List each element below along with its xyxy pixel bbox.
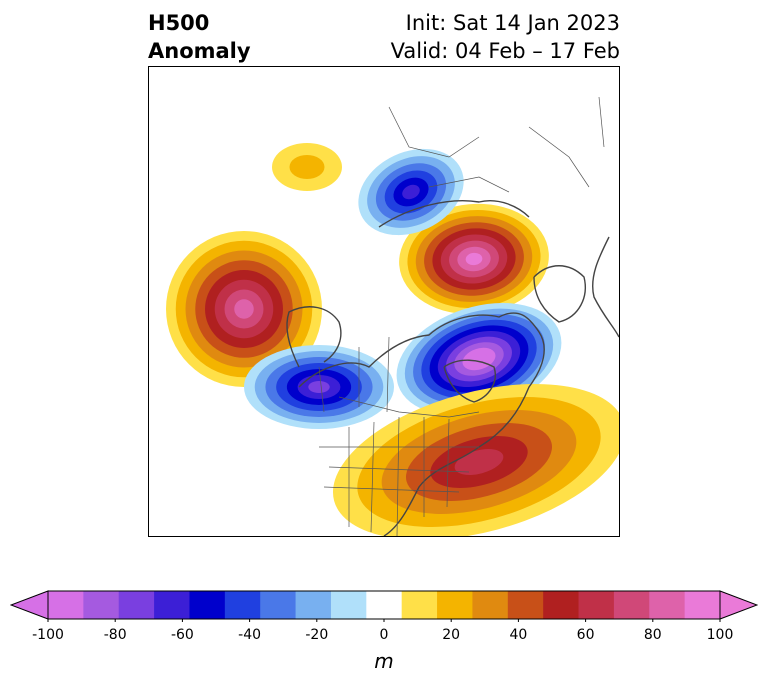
- anomaly-contour-band: [308, 381, 330, 393]
- map-title: H500 Anomaly: [148, 9, 251, 65]
- colorbar-swatch: [649, 591, 686, 619]
- colorbar-unit: m: [374, 649, 394, 673]
- anomaly-center: [244, 345, 394, 429]
- anomaly-contour-band: [402, 184, 420, 200]
- run-info: Init: Sat 14 Jan 2023 Valid: 04 Feb – 17…: [391, 9, 620, 65]
- alaska-coast: [286, 306, 342, 368]
- valid-label: Valid: 04 Feb – 17 Feb: [390, 39, 620, 63]
- anomaly-center: [396, 303, 562, 415]
- colorbar-min-extend-arrow: [10, 590, 49, 620]
- colorbar-swatch: [366, 591, 403, 619]
- canada-provinces: [318, 336, 390, 413]
- siberia-coast: [378, 200, 530, 228]
- hudson-bay-coast: [443, 359, 496, 403]
- anomaly-map: [148, 66, 620, 537]
- anomaly-fill-layer: [166, 143, 619, 536]
- coastline-layer: [286, 200, 619, 536]
- anomaly-center: [272, 143, 342, 191]
- anomaly-center: [358, 148, 464, 236]
- anomaly-center: [399, 203, 549, 315]
- colorbar-tick-label: -100: [32, 627, 64, 643]
- colorbar-swatch: [401, 591, 438, 619]
- colorbar-swatch: [437, 591, 473, 619]
- colorbar-swatch: [48, 591, 84, 619]
- colorbar-swatch: [295, 591, 332, 619]
- anomaly-center: [166, 231, 322, 387]
- colorbar-tick-label: -60: [170, 627, 194, 643]
- border-layer: [318, 96, 605, 536]
- colorbar-tick-label: -20: [305, 627, 329, 643]
- colorbar-tick-label: 40: [509, 627, 528, 643]
- colorbar-tick-label: 0: [379, 627, 389, 643]
- init-label: Init: Sat 14 Jan 2023: [405, 11, 620, 35]
- anomaly-contour-band: [234, 299, 254, 319]
- us-states-grid: [319, 416, 479, 536]
- colorbar-swatch: [613, 591, 650, 619]
- colorbar-swatch: [543, 591, 580, 619]
- colorbar-swatch: [472, 591, 509, 619]
- colorbar-max-extend-arrow: [719, 590, 758, 620]
- colorbar-swatch: [260, 591, 297, 619]
- anomaly-contour-band: [465, 252, 483, 266]
- colorbar-swatch: [224, 591, 261, 619]
- colorbar-swatch: [684, 591, 721, 619]
- colorbar-tick-label: -80: [103, 627, 127, 643]
- colorbar-tick-label: -40: [238, 627, 262, 643]
- colorbar-tick-label: 60: [576, 627, 595, 643]
- colorbar: [10, 590, 758, 622]
- title-line-1: H500: [148, 11, 210, 35]
- colorbar-swatch: [189, 591, 226, 619]
- colorbar-swatch: [578, 591, 615, 619]
- us-canada-border: [338, 396, 480, 418]
- map-canvas: [166, 96, 619, 536]
- colorbar-swatch: [154, 591, 190, 619]
- greenland-coast: [533, 265, 586, 323]
- north-america-coast: [298, 312, 545, 536]
- anomaly-contour-band: [289, 155, 325, 179]
- colorbar-swatch: [83, 591, 120, 619]
- anomaly-center: [332, 384, 619, 536]
- europe-coast: [592, 236, 619, 338]
- colorbar-swatch: [507, 591, 544, 619]
- colorbar-tick-label: 20: [442, 627, 461, 643]
- colorbar-tick-label: 80: [643, 627, 662, 643]
- eurasia-borders: [388, 96, 605, 193]
- colorbar-tick-label: 100: [706, 627, 734, 643]
- colorbar-swatch: [330, 591, 367, 619]
- colorbar-swatch: [118, 591, 155, 619]
- title-line-2: Anomaly: [148, 39, 251, 63]
